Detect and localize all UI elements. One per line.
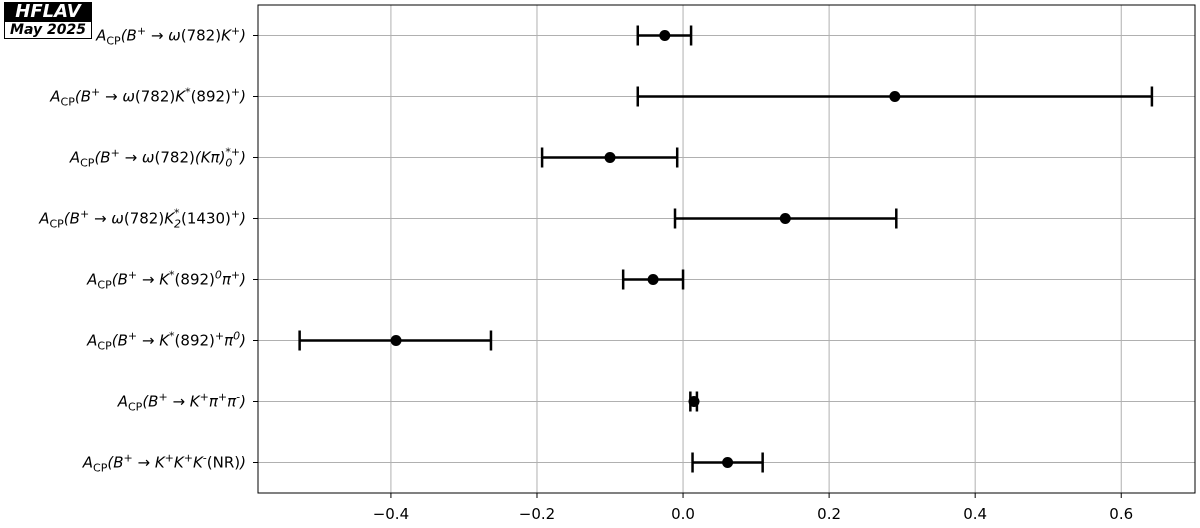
y-tick-label: ACP(B+ → K+π+π-)	[117, 390, 246, 413]
x-tick-label: 0.2	[817, 505, 841, 523]
y-tick-label: ACP(B+ → ω(782)K*(892)+)	[50, 85, 246, 108]
data-point	[647, 274, 659, 285]
x-tick-label: 0.0	[671, 505, 695, 523]
y-tick-label: ACP(B+ → K+K+K-(NR))	[82, 451, 246, 474]
badge-title: HFLAV	[4, 2, 92, 21]
hflav-badge: HFLAV May 2025	[4, 2, 92, 39]
y-tick-label: ACP(B+ → ω(782)(Kπ) *+ 0)	[69, 145, 246, 170]
y-tick-label: ACP(B+ → K*(892)0π+)	[87, 268, 246, 291]
data-point	[604, 152, 616, 163]
y-tick-label: ACP(B+ → ω(782)K * 2 (1430)+)	[39, 206, 246, 231]
data-point	[779, 213, 791, 224]
data-point	[889, 91, 901, 102]
data-point	[390, 335, 402, 346]
data-point	[688, 396, 700, 407]
badge-date: May 2025	[4, 21, 92, 39]
data-point	[659, 30, 671, 41]
y-tick-label: ACP(B+ → ω(782)K+)	[96, 24, 246, 47]
x-tick-label: −0.4	[373, 505, 409, 523]
data-point	[722, 457, 734, 468]
x-tick-label: 0.4	[963, 505, 987, 523]
x-tick-label: 0.6	[1109, 505, 1133, 523]
y-tick-label: ACP(B+ → K*(892)+π0)	[87, 329, 246, 352]
plot-frame	[257, 4, 1196, 494]
x-tick-label: −0.2	[519, 505, 555, 523]
